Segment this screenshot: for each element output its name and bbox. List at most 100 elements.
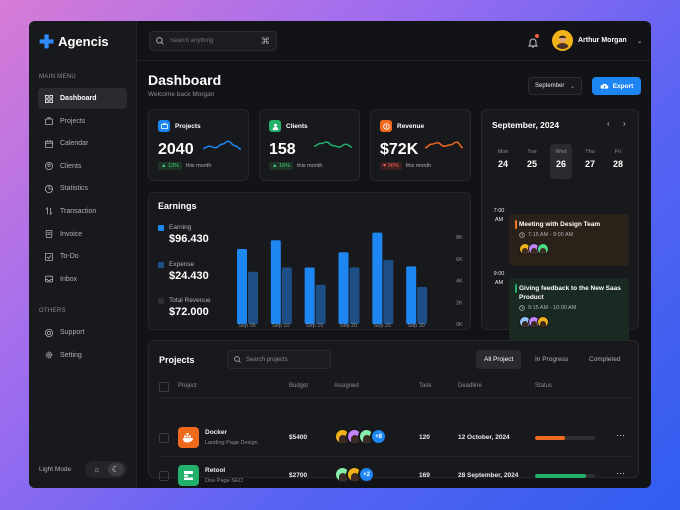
others-label: OTHERS [39, 308, 66, 314]
more-options-icon[interactable]: ⋯ [616, 468, 626, 478]
global-search[interactable]: ⌘ [149, 31, 277, 51]
bar-expense [281, 267, 292, 324]
select-all-checkbox[interactable] [159, 382, 169, 392]
bar-earning [372, 232, 383, 324]
project-budget: $5400 [289, 434, 308, 441]
sidebar-item-dashboard[interactable]: Dashboard [38, 88, 127, 109]
row-checkbox[interactable] [159, 433, 169, 443]
bar-earning [338, 252, 349, 324]
event-time: 9:15 AM - 10:00 AM [519, 305, 623, 311]
assigned-avatars[interactable]: +2 [334, 466, 375, 483]
inbox-icon [45, 276, 53, 283]
sidebar-item-inbox[interactable]: Inbox [38, 269, 127, 290]
x-tick-label: Sep 30 [407, 323, 424, 329]
event-color-bar [515, 220, 517, 229]
tab-in-progress[interactable]: In Progress [535, 356, 569, 363]
export-button[interactable]: Export [592, 77, 641, 95]
bar-expense [383, 259, 394, 324]
column-header-budget[interactable]: Budget [289, 383, 309, 389]
column-header-task[interactable]: Task [419, 383, 432, 389]
chevron-right-icon[interactable]: › [623, 119, 626, 128]
stat-title: Revenue [397, 122, 425, 130]
search-icon [234, 356, 241, 363]
sun-icon[interactable]: ☼ [92, 465, 101, 474]
calendar-icon [45, 140, 53, 148]
day-wed[interactable]: Wed 26 [550, 144, 572, 179]
search-input[interactable] [170, 38, 254, 44]
x-tick-label: Sep 05 [238, 323, 255, 329]
sidebar-item-label: Statistics [60, 185, 89, 193]
invoice-icon [45, 230, 53, 239]
more-assignees-badge: +2 [358, 466, 375, 483]
event-card[interactable]: Meeting with Design Team 7:15 AM - 9:00 … [509, 214, 629, 266]
sparkline-path [314, 141, 352, 148]
sidebar-item-label: Projects [60, 117, 86, 125]
export-label: Export [612, 82, 634, 90]
project-desc: One Page SEO [205, 478, 243, 484]
more-options-icon[interactable]: ⋯ [616, 430, 626, 440]
sidebar-item-invoice[interactable]: Invoice [38, 224, 127, 245]
progress-fill [535, 474, 586, 478]
user-menu[interactable]: Arthur Morgan ⌄ [552, 30, 642, 51]
notifications-button[interactable] [527, 34, 539, 48]
theme-toggle[interactable]: ☼ ☾ [85, 461, 127, 478]
sidebar-item-statistics[interactable]: Statistics [38, 178, 127, 199]
project-name: Docker [205, 429, 228, 436]
chevron-left-icon[interactable]: ‹ [607, 119, 610, 128]
sidebar-item-label: Setting [60, 351, 82, 359]
column-header-assigned[interactable]: Assigned [334, 383, 359, 389]
stat-title: Clients [286, 122, 308, 130]
stat-card-clients[interactable]: Clients 158 ▲ 16% this month [259, 109, 360, 181]
month-select[interactable]: September ⌄ [528, 77, 582, 95]
time-label: 7:00 AM [493, 208, 505, 223]
sidebar-item-calendar[interactable]: Calendar [38, 133, 127, 154]
sidebar-item-support[interactable]: Support [38, 322, 127, 343]
sidebar-item-todo[interactable]: To-Do [38, 246, 127, 267]
avatar [552, 30, 573, 51]
day-mon[interactable]: Mon 24 [497, 149, 509, 169]
assigned-avatars[interactable]: +8 [334, 428, 387, 445]
day-fri[interactable]: Fri 28 [612, 149, 623, 169]
sidebar-item-setting[interactable]: Setting [38, 345, 127, 366]
clock-icon [519, 305, 525, 311]
y-tick-label: 8K [456, 235, 463, 241]
event-card[interactable]: Giving feedback to the New Saas Product … [509, 278, 629, 341]
earnings-title: Earnings [158, 201, 197, 211]
day-thu[interactable]: Thu 27 [584, 149, 595, 169]
stat-value: 2040 [158, 141, 194, 158]
stat-change-badge: ▲ 13% [158, 162, 182, 170]
projects-search[interactable]: Search projects [227, 350, 331, 369]
column-header-deadline[interactable]: Deadline [458, 383, 482, 389]
sidebar-item-label: Dashboard [60, 95, 97, 102]
column-header-project[interactable]: Project [178, 383, 197, 389]
sparkline-path [203, 140, 241, 150]
moon-icon[interactable]: ☾ [107, 463, 124, 476]
sparkline-path [425, 141, 463, 149]
day-tue[interactable]: Tue 25 [526, 149, 537, 169]
sidebar-item-projects[interactable]: Projects [38, 111, 127, 132]
stat-card-projects[interactable]: Projects 2040 ▲ 13% this month [148, 109, 249, 181]
event-attendees [519, 243, 623, 255]
sidebar-item-label: Inbox [60, 275, 78, 283]
sidebar-item-transaction[interactable]: Transaction [38, 201, 127, 222]
user-icon [45, 162, 53, 171]
stat-card-revenue[interactable]: Revenue $72K ♥ 06% this month [370, 109, 471, 181]
user-icon [269, 120, 281, 132]
y-tick-label: 6K [456, 257, 463, 263]
briefcase-icon [45, 117, 53, 126]
project-deadline: 28 September, 2024 [458, 472, 519, 479]
sparkline [425, 141, 463, 149]
sidebar-item-label: Clients [60, 162, 82, 170]
legend-expense: Expense $24.430 [158, 261, 209, 282]
tab-all-project[interactable]: All Project [476, 350, 522, 369]
sidebar-item-clients[interactable]: Clients [38, 156, 127, 177]
retool-icon [178, 465, 199, 486]
column-header-status[interactable]: Status [535, 383, 553, 389]
tab-completed[interactable]: Completed [589, 356, 621, 363]
row-checkbox[interactable] [159, 471, 169, 481]
main-nav: Dashboard Projects Calendar Clients Stat… [38, 88, 127, 291]
project-deadline: 12 October, 2024 [458, 434, 510, 441]
logo[interactable]: ✚ Agencis [39, 33, 109, 51]
progress-fill [535, 436, 565, 440]
projects-card: Projects Search projects All Project In … [148, 340, 639, 486]
